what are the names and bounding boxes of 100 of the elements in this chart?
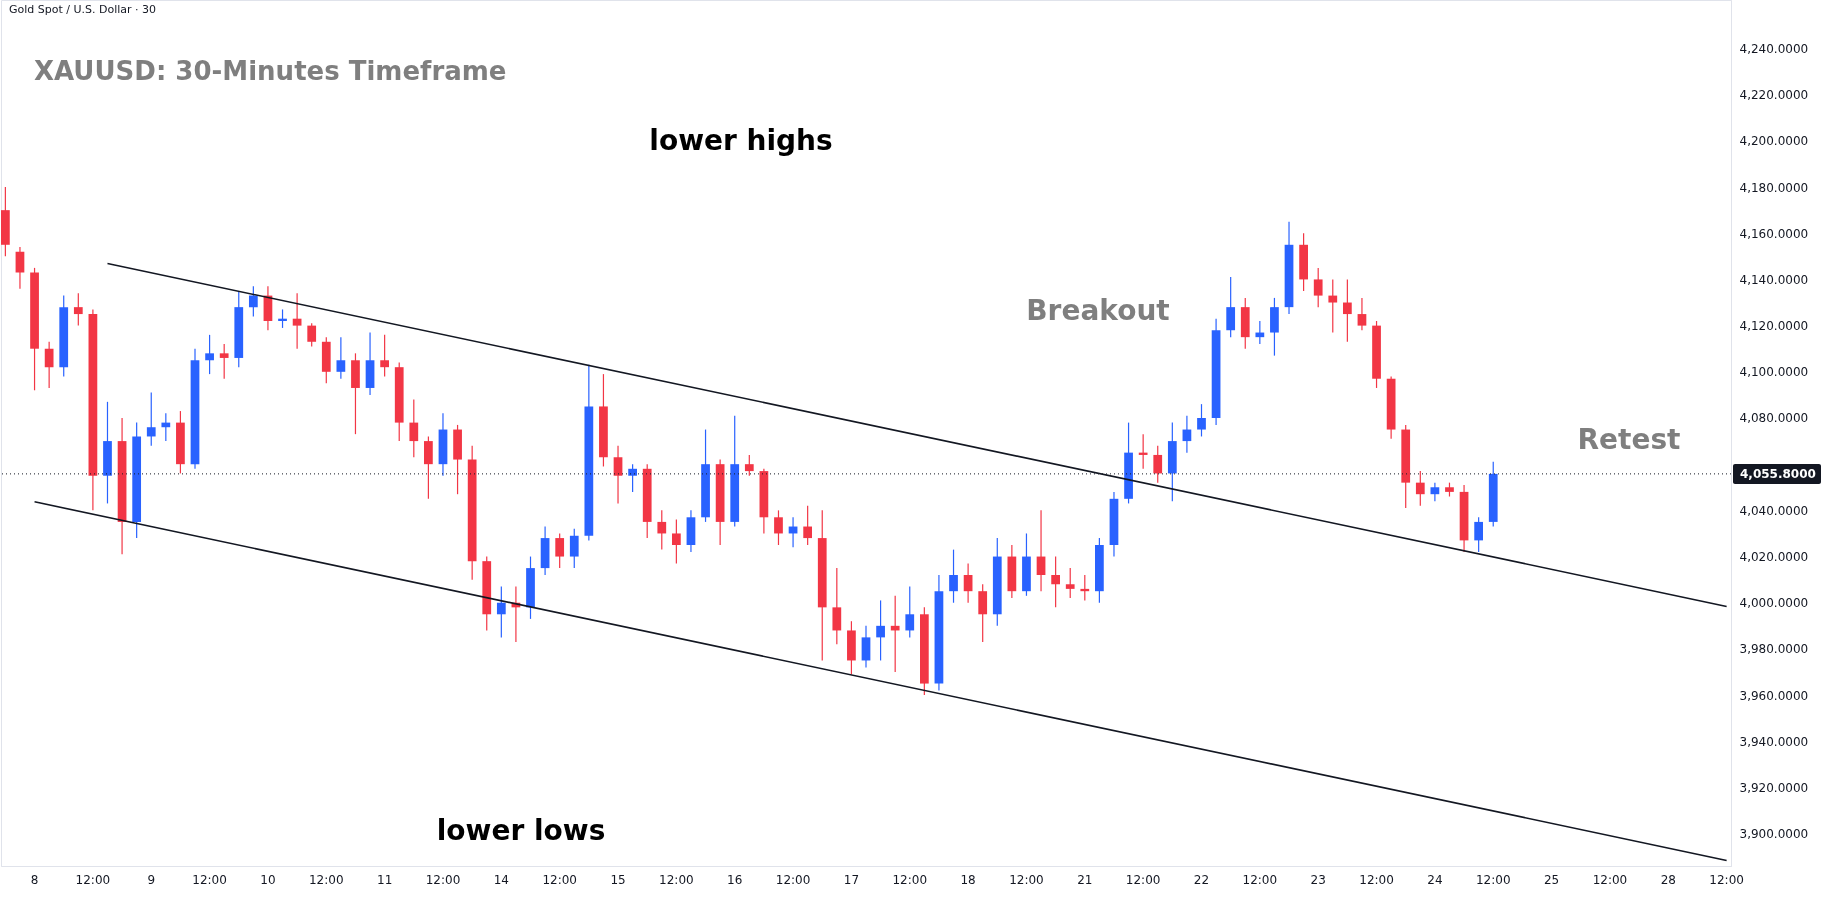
candlestick (1065, 567, 1075, 599)
candlestick (424, 435, 433, 500)
y-tick-label: 3,920.0000 (1739, 780, 1809, 795)
annotation: Retest (1577, 423, 1681, 456)
candlestick (496, 585, 506, 638)
candlestick (861, 625, 871, 668)
x-tick-label: 10 (260, 872, 276, 887)
x-tick-label: 12:00 (775, 872, 811, 887)
x-tick-label: 22 (1193, 872, 1210, 887)
x-tick-label: 17 (843, 872, 860, 887)
x-tick-label: 15 (610, 872, 626, 887)
candlestick (1357, 297, 1367, 331)
candlestick (248, 285, 258, 317)
y-tick-label: 4,220.0000 (1739, 88, 1809, 103)
candlestick (1342, 278, 1352, 343)
candlestick (555, 532, 565, 569)
x-tick-label: 23 (1310, 872, 1326, 887)
x-tick-label: 21 (1077, 872, 1093, 887)
x-tick-label: 12:00 (75, 872, 111, 887)
x-tick-label: 28 (1660, 872, 1676, 887)
candlestick (890, 595, 900, 673)
candlestick (774, 509, 783, 546)
x-tick-label: 12:00 (542, 872, 577, 887)
candlestick (1474, 516, 1484, 553)
x-tick-label: 14 (493, 872, 509, 887)
y-tick-label: 4,160.0000 (1739, 226, 1809, 241)
candlestick (949, 549, 958, 604)
candlestick (569, 528, 579, 569)
y-tick-label: 4,180.0000 (1739, 180, 1809, 195)
x-tick-label: 24 (1427, 872, 1443, 887)
x-tick-label: 12:00 (1242, 872, 1278, 887)
candlestick (628, 463, 637, 493)
candlestick (876, 599, 885, 662)
candlestick (307, 322, 317, 347)
candlestick (161, 412, 171, 442)
y-tick-label: 3,960.0000 (1739, 688, 1809, 703)
x-tick-label: 12:00 (1009, 872, 1044, 887)
candlestick (1138, 433, 1148, 470)
y-tick-label: 4,140.0000 (1739, 272, 1809, 287)
candlestick (409, 398, 419, 458)
candlestick (219, 343, 229, 380)
candlestick (1328, 278, 1338, 334)
annotation: lower highs (649, 124, 833, 157)
x-tick-label: 12:00 (1125, 872, 1161, 887)
candlestick (1153, 445, 1163, 484)
y-tick-label: 4,240.0000 (1739, 42, 1809, 56)
y-tick-label: 4,080.0000 (1739, 411, 1809, 426)
candlestick (657, 509, 667, 551)
x-tick-label: 12:00 (192, 872, 227, 887)
candlestick (1226, 276, 1236, 338)
annotation: Breakout (1026, 294, 1170, 327)
candlestick (744, 454, 754, 477)
y-tick-label: 4,120.0000 (1739, 319, 1809, 334)
candlestick (15, 246, 25, 290)
x-tick-label: 8 (30, 872, 39, 887)
ref-line-label: 4,055.8000 (1740, 466, 1816, 481)
y-tick-label: 4,100.0000 (1739, 365, 1809, 380)
x-tick-label: 9 (147, 872, 156, 887)
candlestick (978, 583, 988, 643)
candlestick (1255, 320, 1265, 345)
x-tick-label: 18 (960, 872, 976, 887)
candlestick (336, 336, 346, 380)
text: XAUUSD: 30-Minutes Timeframe (34, 56, 507, 86)
x-tick-label: 11 (376, 872, 393, 887)
y-tick-label: 3,940.0000 (1739, 734, 1809, 749)
x-tick-label: 16 (727, 872, 743, 887)
candlestick (1415, 470, 1425, 507)
candlestick (671, 519, 681, 565)
candlestick (1051, 555, 1061, 608)
candlestick (44, 341, 54, 389)
candlestick (1197, 403, 1206, 438)
x-tick-label: 12:00 (1709, 872, 1744, 887)
x-tick-label: 25 (1543, 872, 1560, 887)
candlestick (613, 445, 623, 505)
candlestick (278, 308, 287, 329)
candlestick (73, 292, 83, 327)
candlestick (905, 585, 915, 638)
x-tick-label: 12:00 (1475, 872, 1511, 887)
candlestick (380, 334, 390, 378)
candlestick (963, 562, 973, 604)
y-tick-label: 3,900.0000 (1739, 827, 1809, 842)
y-tick-label: 3,980.0000 (1739, 642, 1809, 657)
y-tick-label: 4,020.0000 (1739, 550, 1809, 565)
candlestick (146, 391, 156, 447)
y-tick-label: 4,000.0000 (1739, 596, 1809, 611)
y-tick-label: 4,040.0000 (1739, 503, 1809, 518)
candlestick (1080, 574, 1090, 602)
candlestick (1430, 482, 1440, 502)
candlestick (1313, 267, 1323, 308)
chart-subtitle: Gold Spot / U.S. Dollar · 30 (9, 3, 157, 16)
annotation: lower lows (436, 814, 606, 847)
x-tick-label: 12:00 (659, 872, 694, 887)
x-tick-label: 12:00 (308, 872, 344, 887)
x-tick-label: 12:00 (425, 872, 461, 887)
candlestick (803, 505, 813, 546)
x-tick-label: 12:00 (892, 872, 928, 887)
candlestick (832, 567, 842, 645)
x-tick-label: 12:00 (1359, 872, 1394, 887)
y-tick-label: 4,200.0000 (1739, 134, 1809, 149)
candlestick (292, 292, 302, 350)
